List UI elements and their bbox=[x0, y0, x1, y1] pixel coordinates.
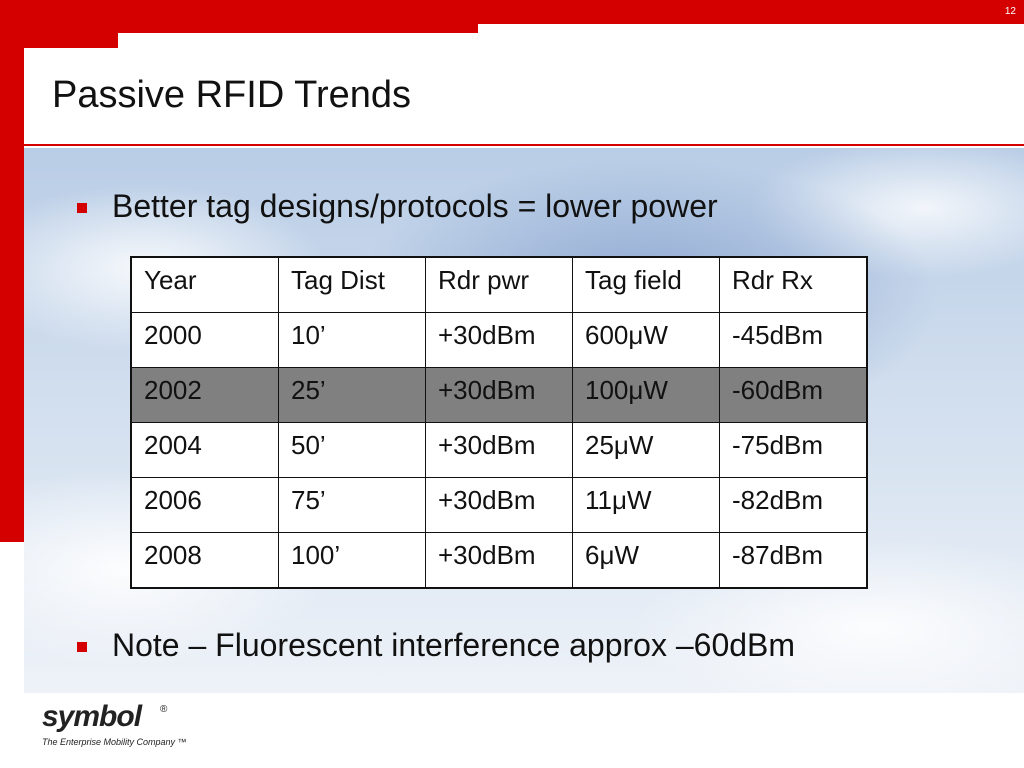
slide-title: Passive RFID Trends bbox=[52, 74, 411, 116]
table-cell: -75dBm bbox=[719, 422, 868, 478]
table-cell: 2000 bbox=[130, 312, 279, 368]
table-cell: 25μW bbox=[572, 422, 720, 478]
table-cell: +30dBm bbox=[425, 422, 573, 478]
table-cell: 10’ bbox=[278, 312, 426, 368]
table-cell: 50’ bbox=[278, 422, 426, 478]
table-cell: -60dBm bbox=[719, 367, 868, 423]
bullet-marker bbox=[77, 642, 87, 652]
table-cell: 100’ bbox=[278, 532, 426, 589]
table-row: Year Tag Dist Rdr pwr Tag field Rdr Rx bbox=[130, 256, 868, 313]
table-cell: -82dBm bbox=[719, 477, 868, 533]
table-cell: Rdr Rx bbox=[719, 256, 868, 313]
table-cell: -45dBm bbox=[719, 312, 868, 368]
logo-tagline: The Enterprise Mobility Company ™ bbox=[42, 737, 187, 747]
table-cell: 600μW bbox=[572, 312, 720, 368]
table-cell: +30dBm bbox=[425, 367, 573, 423]
table-cell: +30dBm bbox=[425, 312, 573, 368]
table-cell: 6μW bbox=[572, 532, 720, 589]
table-cell: 2008 bbox=[130, 532, 279, 589]
logo-mark: ® bbox=[160, 704, 168, 715]
bullet-text: Better tag designs/protocols = lower pow… bbox=[112, 188, 718, 224]
table-row: 2002 25’ +30dBm 100μW -60dBm bbox=[130, 367, 868, 423]
table-cell: -87dBm bbox=[719, 532, 868, 589]
bullet-text: Note – Fluorescent interference approx –… bbox=[112, 627, 796, 663]
table-cell: 25’ bbox=[278, 367, 426, 423]
table-cell: +30dBm bbox=[425, 477, 573, 533]
table-cell: Tag Dist bbox=[278, 256, 426, 313]
table-row: 2004 50’ +30dBm 25μW -75dBm bbox=[130, 422, 868, 478]
title-rule bbox=[24, 144, 1024, 146]
table-cell: 2006 bbox=[130, 477, 279, 533]
table-cell: Year bbox=[130, 256, 279, 313]
bullet-marker bbox=[77, 203, 87, 213]
table-cell: Tag field bbox=[572, 256, 720, 313]
table-cell: Rdr pwr bbox=[425, 256, 573, 313]
table-cell: 11μW bbox=[572, 477, 720, 533]
table-row: 2008 100’ +30dBm 6μW -87dBm bbox=[130, 532, 868, 589]
table-cell: 75’ bbox=[278, 477, 426, 533]
page-number: 12 bbox=[1004, 6, 1016, 17]
data-table: Year Tag Dist Rdr pwr Tag field Rdr Rx 2000 10… bbox=[130, 256, 868, 589]
table-row: 2006 75’ +30dBm 11μW -82dBm bbox=[130, 477, 868, 533]
table-row: 2000 10’ +30dBm 600μW -45dBm bbox=[130, 312, 868, 368]
table-cell: +30dBm bbox=[425, 532, 573, 589]
table-cell: 2002 bbox=[130, 367, 279, 423]
table-cell: 2004 bbox=[130, 422, 279, 478]
logo: symbol bbox=[42, 700, 142, 733]
left-strip bbox=[0, 0, 24, 542]
table-cell: 100μW bbox=[572, 367, 720, 423]
